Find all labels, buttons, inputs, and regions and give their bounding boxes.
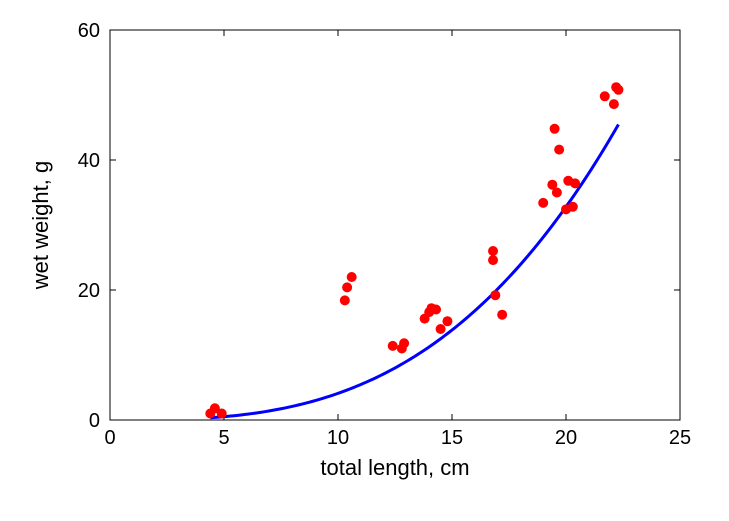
fit-curve [210, 124, 618, 417]
data-point [217, 409, 227, 419]
data-point [554, 145, 564, 155]
y-tick-label: 0 [89, 410, 100, 432]
data-point [399, 338, 409, 348]
data-point [538, 198, 548, 208]
data-point [347, 272, 357, 282]
data-point [552, 188, 562, 198]
x-tick-label: 15 [441, 427, 463, 449]
x-tick-label: 20 [555, 427, 577, 449]
data-point [431, 305, 441, 315]
data-point [340, 295, 350, 305]
data-point [550, 124, 560, 134]
data-point [490, 290, 500, 300]
y-axis-label: wet weight, g [28, 161, 53, 290]
x-tick-label: 25 [669, 427, 691, 449]
data-point [488, 246, 498, 256]
y-tick-label: 60 [78, 20, 100, 42]
x-tick-label: 0 [104, 427, 115, 449]
data-point [568, 202, 578, 212]
data-point [442, 316, 452, 326]
data-point [570, 178, 580, 188]
x-tick-label: 5 [218, 427, 229, 449]
data-point [342, 282, 352, 292]
data-point [613, 85, 623, 95]
data-point [388, 341, 398, 351]
axis-box [110, 30, 680, 420]
y-tick-label: 40 [78, 150, 100, 172]
x-axis-label: total length, cm [320, 455, 469, 480]
data-point [497, 310, 507, 320]
scatter-chart: 0 5 10 15 20 25 0 20 40 60 total length, cm wet wei… [0, 0, 729, 521]
data-point [609, 99, 619, 109]
y-tick-label: 20 [78, 280, 100, 302]
chart-container: 0 5 10 15 20 25 0 20 40 60 total length, cm wet wei… [0, 0, 729, 521]
x-tick-label: 10 [327, 427, 349, 449]
data-point [600, 91, 610, 101]
data-point [436, 324, 446, 334]
data-point [488, 255, 498, 265]
